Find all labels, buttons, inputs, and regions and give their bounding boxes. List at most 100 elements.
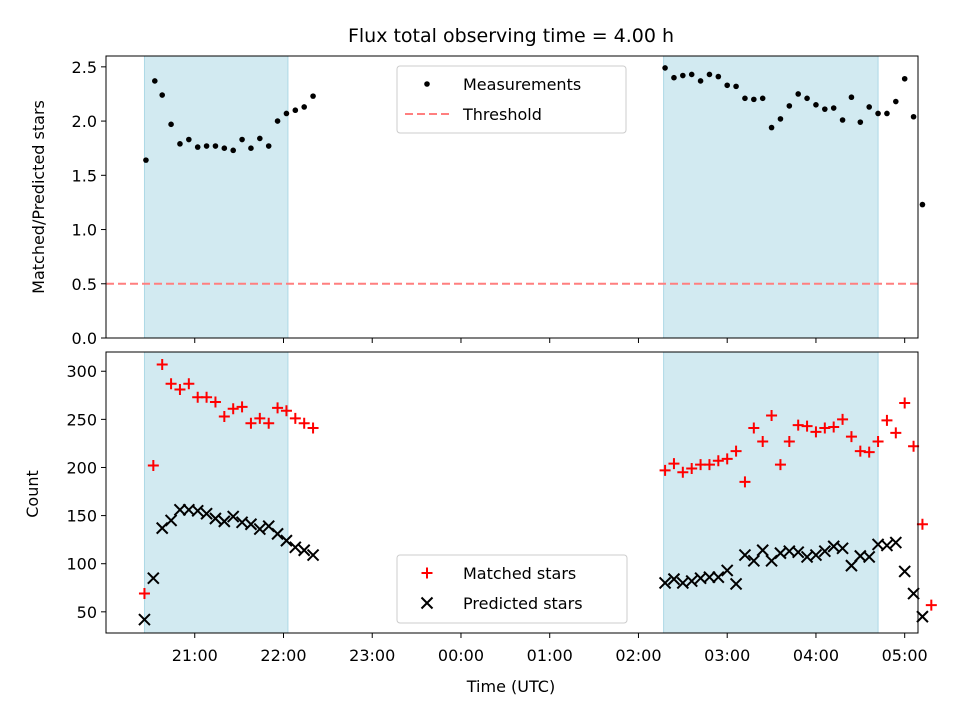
y-tick-label: 300 xyxy=(66,362,97,381)
predicted-star-point xyxy=(306,548,320,562)
measurement-point xyxy=(177,141,183,147)
legend-predicted-marker xyxy=(420,596,434,610)
bottom-y-axis-label: Count xyxy=(23,470,42,518)
matched-star-point xyxy=(183,378,195,390)
matched-star-point xyxy=(209,396,221,408)
matched-star-point xyxy=(783,435,795,447)
matched-star-point xyxy=(147,460,159,472)
measurement-point xyxy=(830,105,837,111)
predicted-star-point xyxy=(729,577,743,591)
predicted-star-point xyxy=(845,559,858,572)
predicted-star-point xyxy=(685,574,698,588)
predicted-star-point xyxy=(738,548,752,562)
legend-measurements-label: Measurements xyxy=(463,75,581,94)
measurement-point xyxy=(283,110,290,117)
measurement-point xyxy=(706,71,713,78)
measurement-point xyxy=(910,113,917,120)
measurement-point xyxy=(301,104,307,110)
matched-star-point xyxy=(881,414,893,426)
matched-star-point xyxy=(757,435,769,447)
measurement-point xyxy=(804,95,810,102)
measurement-point xyxy=(919,201,926,208)
predicted-star-point xyxy=(289,541,302,554)
predicted-star-point xyxy=(916,610,929,623)
y-tick-label: 100 xyxy=(66,555,97,574)
top-panel-frame xyxy=(105,55,919,339)
matched-star-point xyxy=(828,421,840,433)
matched-star-point xyxy=(721,453,733,465)
predicted-star-point xyxy=(898,565,911,578)
measurement-point xyxy=(751,96,757,103)
y-tick-label: 1.5 xyxy=(72,166,97,185)
bottom-panel-frame xyxy=(105,351,919,634)
matched-star-point xyxy=(659,464,671,476)
predicted-star-point xyxy=(218,515,231,528)
bottom-legend: Matched stars Predicted stars xyxy=(396,554,628,624)
observing-window-band xyxy=(143,351,289,634)
measurement-point xyxy=(759,95,766,102)
matched-star-point xyxy=(810,426,822,438)
x-tick-label: 03:00 xyxy=(704,646,750,665)
measurement-point xyxy=(203,143,210,149)
measurement-point xyxy=(768,124,775,131)
matched-star-point xyxy=(774,459,786,471)
top-legend: Measurements Threshold xyxy=(396,65,627,134)
measurement-point xyxy=(839,117,846,123)
x-axis-label: Time (UTC) xyxy=(466,677,555,696)
matched-star-point xyxy=(307,422,319,434)
predicted-star-point xyxy=(889,536,903,549)
x-tick-label: 21:00 xyxy=(172,646,218,665)
y-tick-label: 250 xyxy=(66,410,97,429)
predicted-star-point xyxy=(809,548,823,562)
predicted-star-point xyxy=(200,507,213,520)
predicted-star-point xyxy=(164,514,178,527)
measurement-point xyxy=(310,93,316,99)
legend-predicted-label: Predicted stars xyxy=(463,594,583,613)
matched-star-point xyxy=(863,446,875,458)
x-tick-label: 23:00 xyxy=(349,646,395,665)
predicted-star-point xyxy=(667,572,681,586)
legend-matched-marker xyxy=(421,567,433,579)
matched-star-point xyxy=(245,417,257,429)
matched-star-point xyxy=(837,413,849,425)
predicted-star-point xyxy=(658,576,672,590)
matched-star-point xyxy=(730,445,742,457)
y-tick-label: 1.0 xyxy=(72,221,97,240)
predicted-star-point xyxy=(209,512,222,525)
measurement-point xyxy=(248,145,254,151)
matched-star-point xyxy=(686,462,698,474)
matched-star-point xyxy=(739,476,751,488)
measurement-point xyxy=(680,72,686,79)
predicted-star-point xyxy=(271,527,284,541)
matched-star-point xyxy=(801,420,813,432)
matched-star-point xyxy=(201,391,213,403)
measurement-point xyxy=(662,65,668,71)
measurement-point xyxy=(813,102,819,108)
matched-star-point xyxy=(165,378,177,390)
predicted-star-point xyxy=(747,554,761,568)
measurement-point xyxy=(866,104,872,110)
x-tick-label: 05:00 xyxy=(882,646,928,665)
measurement-point xyxy=(152,78,158,84)
matched-star-point xyxy=(712,455,724,467)
matched-star-point xyxy=(156,359,168,371)
measurement-point xyxy=(671,74,677,81)
predicted-star-point xyxy=(138,613,151,626)
bottom-panel: 50 100 150 200 250 300 21:00 22:00 23:00 00:00 01:… xyxy=(66,351,937,665)
measurement-point xyxy=(168,121,174,128)
measurement-point xyxy=(724,82,731,89)
measurement-point xyxy=(688,71,695,78)
matched-star-point xyxy=(766,410,778,422)
measurement-point xyxy=(221,145,228,151)
measurement-point xyxy=(777,116,784,122)
matched-star-point xyxy=(254,412,266,424)
y-tick-label: 2.5 xyxy=(72,58,97,77)
top-legend-box xyxy=(396,65,627,134)
matched-star-point xyxy=(218,410,230,422)
matched-star-point xyxy=(263,417,275,429)
y-tick-label: 50 xyxy=(77,603,97,622)
matched-star-point xyxy=(916,518,928,530)
matched-star-point xyxy=(138,588,150,600)
matched-star-point xyxy=(174,384,186,396)
